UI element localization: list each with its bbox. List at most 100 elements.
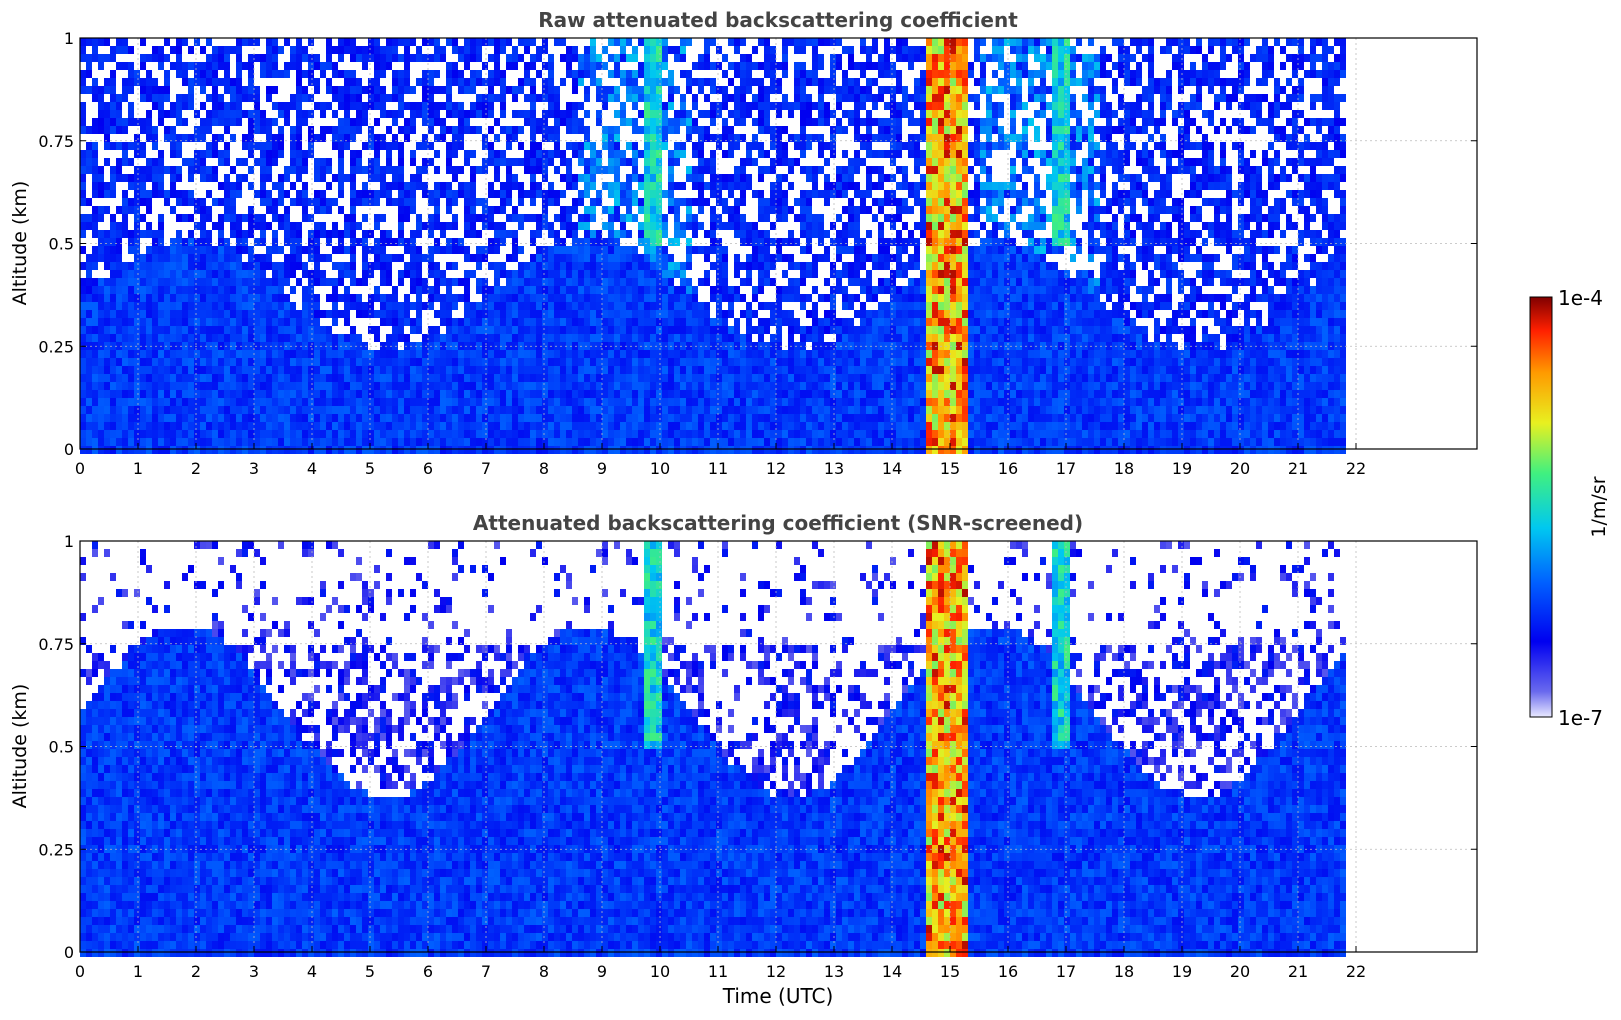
heatmap-cell — [542, 278, 548, 286]
heatmap-cell — [608, 366, 614, 374]
heatmap-cell — [308, 214, 314, 222]
heatmap-cell — [644, 158, 650, 166]
heatmap-cell — [626, 366, 632, 374]
heatmap-cell — [524, 390, 530, 398]
heatmap-cell — [764, 150, 770, 158]
heatmap-cell — [614, 190, 620, 198]
heatmap-cell — [470, 374, 476, 382]
heatmap-cell — [722, 94, 728, 102]
heatmap-cell — [608, 142, 614, 150]
heatmap-cell — [746, 150, 752, 158]
heatmap-cell — [806, 214, 812, 222]
heatmap-cell — [464, 222, 470, 230]
heatmap-cell — [320, 222, 326, 230]
heatmap-cell — [704, 326, 710, 334]
heatmap-cell — [638, 382, 644, 390]
heatmap-cell — [470, 342, 476, 350]
heatmap-cell — [314, 310, 320, 318]
heatmap-cell — [374, 334, 380, 342]
heatmap-cell — [530, 318, 536, 326]
heatmap-cell — [530, 142, 536, 150]
heatmap-cell — [524, 110, 530, 118]
heatmap-cell — [746, 54, 752, 62]
heatmap-cell — [542, 414, 548, 422]
heatmap-cell — [332, 86, 338, 94]
heatmap-cell — [752, 286, 758, 294]
heatmap-cell — [710, 318, 716, 326]
heatmap-cell — [506, 342, 512, 350]
heatmap-cell — [752, 94, 758, 102]
heatmap-cell — [320, 406, 326, 414]
heatmap-cell — [332, 406, 338, 414]
heatmap-cell — [752, 358, 758, 366]
heatmap-cell — [164, 246, 170, 254]
heatmap-cell — [608, 166, 614, 174]
heatmap-cell — [548, 310, 554, 318]
heatmap-cell — [668, 78, 674, 86]
heatmap-cell — [350, 406, 356, 414]
heatmap-cell — [218, 406, 224, 414]
heatmap-cell — [176, 102, 182, 110]
heatmap-cell — [302, 446, 308, 454]
heatmap-cell — [734, 326, 740, 334]
heatmap-cell — [254, 326, 260, 334]
heatmap-cell — [194, 350, 200, 358]
heatmap-cell — [116, 278, 122, 286]
heatmap-cell — [158, 238, 164, 246]
heatmap-cell — [164, 134, 170, 142]
heatmap-cell — [242, 38, 248, 46]
heatmap-cell — [650, 190, 656, 198]
heatmap-cell — [518, 358, 524, 366]
heatmap-cell — [206, 390, 212, 398]
heatmap-cell — [614, 374, 620, 382]
heatmap-cell — [272, 102, 278, 110]
heatmap-cell — [260, 438, 266, 446]
heatmap-cell — [224, 390, 230, 398]
heatmap-cell — [632, 302, 638, 310]
heatmap-cell — [806, 190, 812, 198]
heatmap-cell — [602, 262, 608, 270]
heatmap-cell — [434, 414, 440, 422]
heatmap-cell — [98, 278, 104, 286]
heatmap-cell — [656, 198, 662, 206]
heatmap-cell — [590, 246, 596, 254]
heatmap-cell — [764, 326, 770, 334]
heatmap-cell — [674, 286, 680, 294]
heatmap-cell — [692, 366, 698, 374]
heatmap-cell — [440, 102, 446, 110]
heatmap-cell — [452, 238, 458, 246]
heatmap-cell — [392, 38, 398, 46]
heatmap-cell — [464, 206, 470, 214]
heatmap-cell — [386, 62, 392, 70]
heatmap-cell — [122, 198, 128, 206]
heatmap-cell — [590, 262, 596, 270]
heatmap-cell — [182, 446, 188, 454]
heatmap-cell — [428, 334, 434, 342]
heatmap-cell — [440, 350, 446, 358]
heatmap-cell — [314, 166, 320, 174]
heatmap-cell — [584, 206, 590, 214]
heatmap-cell — [758, 206, 764, 214]
heatmap-cell — [218, 46, 224, 54]
heatmap-cell — [776, 62, 782, 70]
heatmap-cell — [566, 382, 572, 390]
heatmap-cell — [170, 278, 176, 286]
heatmap-cell — [80, 310, 86, 318]
heatmap-cell — [488, 158, 494, 166]
heatmap-cell — [458, 406, 464, 414]
heatmap-cell — [554, 134, 560, 142]
heatmap-cell — [788, 414, 794, 422]
heatmap-cell — [476, 254, 482, 262]
heatmap-cell — [260, 430, 266, 438]
heatmap-cell — [626, 382, 632, 390]
heatmap-cell — [614, 262, 620, 270]
heatmap-cell — [314, 278, 320, 286]
heatmap-cell — [290, 54, 296, 62]
heatmap-cell — [506, 334, 512, 342]
heatmap-cell — [614, 86, 620, 94]
heatmap-cell — [488, 398, 494, 406]
heatmap-cell — [134, 214, 140, 222]
heatmap-cell — [470, 38, 476, 46]
heatmap-cell — [92, 302, 98, 310]
heatmap-cell — [278, 350, 284, 358]
